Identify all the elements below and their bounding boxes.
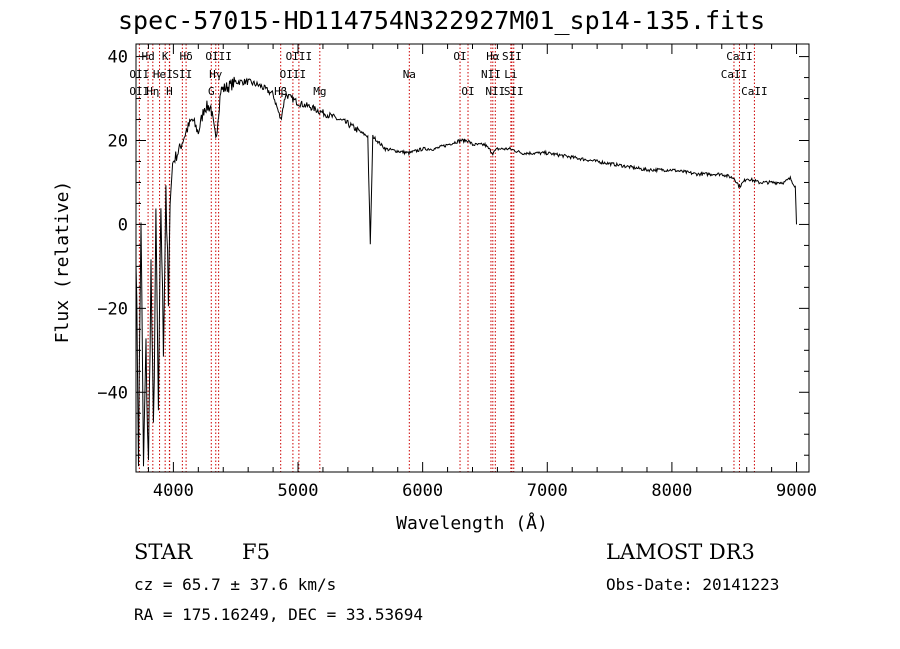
line-label: K: [162, 50, 169, 63]
line-label: He: [153, 68, 166, 81]
y-tick-label: 20: [108, 132, 128, 152]
line-label: Hδ: [179, 50, 192, 63]
line-label: OI: [461, 85, 474, 98]
y-tick-label: −40: [97, 383, 128, 403]
line-label: OIII: [205, 50, 232, 63]
x-tick-label: 7000: [527, 481, 568, 501]
x-tick-label: 9000: [776, 481, 817, 501]
line-label: SII: [504, 85, 524, 98]
y-axis-ticks: −40 −20 0 20 40: [97, 48, 809, 456]
line-label: OIII: [286, 50, 313, 63]
redshift-text: cz = 65.7 ± 37.6 km/s: [134, 575, 337, 594]
line-label: OII: [129, 68, 149, 81]
line-label: OIII: [280, 68, 307, 81]
y-axis-label: Flux (relative): [52, 181, 73, 344]
line-label: Li: [504, 68, 517, 81]
line-labels: Hd OII OII He Hη KIH Hδ SII OIII Hγ G Hβ OIII OIII Mg N…: [129, 50, 767, 98]
line-label: OI: [453, 50, 466, 63]
line-label: NII: [485, 85, 505, 98]
y-tick-label: 0: [118, 215, 128, 235]
x-axis-ticks: 4000 5000 6000 7000 8000 9000: [147, 44, 817, 501]
y-tick-label: −20: [97, 299, 128, 319]
line-label: Hγ: [209, 68, 223, 81]
line-label: I: [166, 68, 173, 81]
line-label: Na: [403, 68, 416, 81]
line-label: SII: [172, 68, 192, 81]
x-tick-label: 6000: [402, 481, 443, 501]
coordinates-text: RA = 175.16249, DEC = 33.53694: [134, 605, 423, 624]
line-label: OII: [129, 85, 149, 98]
line-label: CaII: [726, 50, 753, 63]
line-label: Hβ: [274, 85, 288, 98]
y-tick-label: 40: [108, 48, 128, 68]
line-label: SII: [502, 50, 522, 63]
line-label: CaII: [741, 85, 768, 98]
line-label: H: [166, 85, 173, 98]
x-tick-label: 5000: [278, 481, 319, 501]
line-label: Hα: [486, 50, 500, 63]
chart-title: spec-57015-HD114754N322927M01_sp14-135.f…: [118, 6, 766, 35]
line-label: G: [208, 85, 215, 98]
spectrum-line: [135, 76, 797, 467]
line-label: Mg: [313, 85, 326, 98]
obs-date: Obs-Date: 20141223: [606, 575, 780, 594]
line-markers: [138, 44, 755, 472]
survey-name: LAMOST DR3: [606, 540, 755, 564]
x-axis-label: Wavelength (Å): [396, 512, 548, 534]
plot-frame: [135, 43, 810, 473]
x-tick-label: 8000: [651, 481, 692, 501]
subclass: F5: [242, 540, 270, 564]
line-label: NII: [481, 68, 501, 81]
line-label: CaII: [721, 68, 748, 81]
line-label: Hd: [141, 50, 154, 63]
line-label: Hη: [146, 85, 159, 98]
object-class: STAR: [134, 540, 193, 564]
x-tick-label: 4000: [153, 481, 194, 501]
